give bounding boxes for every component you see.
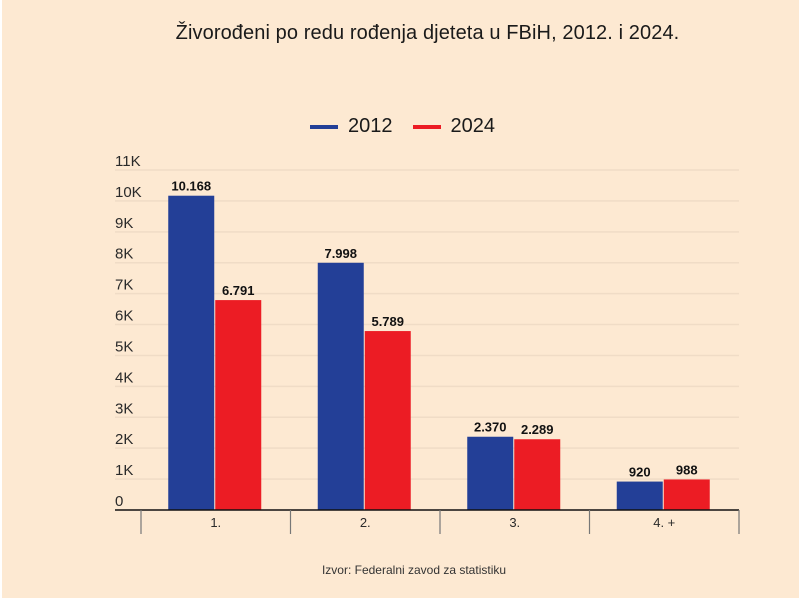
data-label: 10.168 xyxy=(171,179,211,194)
legend-swatch-2012 xyxy=(310,124,338,129)
chart-title: Živorođeni po redu rođenja djeteta u FBi… xyxy=(175,22,680,44)
bar-2012-3 xyxy=(467,436,514,510)
bar-2024-4 xyxy=(663,479,710,510)
data-label: 988 xyxy=(676,462,698,477)
bar-2012-2 xyxy=(317,262,364,510)
legend: 2012 2024 xyxy=(0,115,800,138)
bar-2024-1 xyxy=(215,300,262,510)
bar-2012-1 xyxy=(168,195,215,510)
y-tick-label: 9K xyxy=(115,215,133,232)
data-label: 7.998 xyxy=(324,246,357,261)
bar-2012-4 xyxy=(616,481,663,510)
x-tick-label: 1. xyxy=(210,515,221,530)
legend-item-2012[interactable]: 2012 xyxy=(310,115,393,138)
data-label: 6.791 xyxy=(222,283,255,298)
y-tick-label: 4K xyxy=(115,369,133,386)
y-tick-label: 0 xyxy=(115,493,123,510)
y-tick-label: 2K xyxy=(115,431,133,448)
data-label: 5.789 xyxy=(371,314,404,329)
y-tick-label: 6K xyxy=(115,308,133,325)
data-label: 920 xyxy=(629,465,651,480)
x-tick-label: 4. + xyxy=(653,515,675,530)
bar-2024-2 xyxy=(364,331,411,510)
legend-item-2024[interactable]: 2024 xyxy=(412,115,496,138)
x-tick-label: 2. xyxy=(360,515,371,530)
source-note: Izvor: Federalni zavod za statistiku xyxy=(321,563,507,577)
y-tick-label: 8K xyxy=(115,246,133,263)
data-label: 2.370 xyxy=(474,420,507,435)
bar-2024-3 xyxy=(514,439,561,510)
legend-label-2024: 2024 xyxy=(450,115,496,137)
y-tick-label: 7K xyxy=(115,277,133,294)
x-tick-label: 3. xyxy=(509,515,520,530)
y-tick-label: 3K xyxy=(115,400,133,417)
legend-label-2012: 2012 xyxy=(348,115,393,137)
data-label: 2.289 xyxy=(521,422,554,437)
y-tick-label: 10K xyxy=(115,184,142,201)
y-tick-label: 1K xyxy=(115,462,133,479)
y-tick-label: 5K xyxy=(115,338,133,355)
legend-swatch-2024 xyxy=(412,124,441,129)
y-tick-label: 11K xyxy=(115,153,141,170)
